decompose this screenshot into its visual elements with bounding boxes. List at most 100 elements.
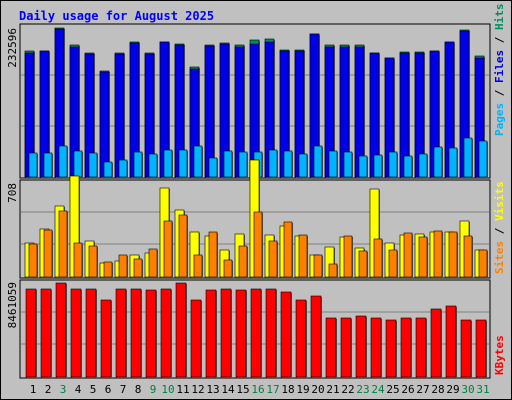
bar-sites-day-22	[343, 235, 353, 278]
bar-sites-day-19	[298, 234, 308, 278]
x-axis-day-label: 13	[206, 383, 219, 396]
bar-kbytes-day-8	[130, 288, 142, 378]
x-axis-day-label: 24	[371, 383, 385, 396]
bar-pages-day-5	[88, 152, 98, 178]
bars-kbytes	[25, 282, 487, 378]
bar-sites-day-29	[448, 231, 458, 278]
x-axis-day-label: 27	[416, 383, 429, 396]
bar-kbytes-day-7	[115, 288, 127, 378]
bar-kbytes-day-3	[55, 282, 67, 378]
bar-sites-day-13	[208, 231, 218, 278]
bar-sites-day-10	[163, 220, 173, 278]
bar-sites-day-7	[118, 254, 128, 278]
bar-kbytes-day-11	[175, 282, 187, 378]
bar-pages-day-19	[298, 153, 308, 178]
bar-sites-day-3	[58, 210, 68, 278]
bars-visits-sites	[24, 159, 488, 278]
bar-sites-day-11	[178, 214, 188, 278]
bar-sites-day-24	[373, 238, 383, 278]
bar-kbytes-day-6	[100, 299, 112, 378]
bar-kbytes-day-22	[340, 317, 352, 378]
bar-kbytes-day-26	[400, 317, 412, 378]
legend-files: Files	[493, 50, 506, 83]
x-axis-day-label: 6	[105, 383, 112, 396]
legend-pages: Pages	[493, 103, 506, 136]
bar-pages-day-13	[208, 157, 218, 178]
bar-kbytes-day-20	[310, 295, 322, 378]
bar-pages-day-30	[463, 137, 473, 178]
bar-pages-day-8	[133, 151, 143, 178]
bar-sites-day-23	[358, 250, 368, 278]
x-axis-day-label: 19	[296, 383, 309, 396]
x-axis-day-label: 18	[281, 383, 294, 396]
bar-kbytes-day-12	[190, 299, 202, 378]
bar-pages-day-15	[238, 151, 248, 178]
bar-sites-day-26	[403, 232, 413, 278]
y-axis-max-label-visits: 708	[6, 183, 19, 203]
legend-visits: Visits	[493, 181, 506, 221]
legend-sep-3: /	[493, 221, 506, 241]
bar-pages-day-4	[73, 150, 83, 178]
bar-sites-day-15	[238, 245, 248, 278]
x-axis-day-label: 23	[356, 383, 369, 396]
bar-kbytes-day-27	[415, 317, 427, 378]
bar-pages-day-1	[28, 152, 38, 178]
x-axis-day-label: 2	[45, 383, 52, 396]
x-axis-day-label: 26	[401, 383, 414, 396]
x-axis-day-label: 4	[75, 383, 82, 396]
y-axis-max-label-hits: 232596	[6, 28, 19, 68]
x-axis-day-label: 20	[311, 383, 324, 396]
x-axis-day-label: 22	[341, 383, 354, 396]
bar-kbytes-day-13	[205, 289, 217, 378]
bar-kbytes-day-31	[475, 319, 487, 378]
legend-sep-1: /	[493, 83, 506, 103]
bar-pages-day-27	[418, 153, 428, 178]
x-axis-day-label: 11	[176, 383, 189, 396]
legend-sites: Sites	[493, 241, 506, 274]
bar-kbytes-day-30	[460, 319, 472, 378]
bar-sites-day-20	[313, 254, 323, 278]
bar-sites-day-12	[193, 254, 203, 278]
bar-pages-day-31	[478, 140, 488, 178]
bar-sites-day-6	[103, 261, 113, 278]
bar-kbytes-day-16	[250, 288, 262, 378]
bar-pages-day-10	[163, 149, 173, 178]
bar-sites-day-28	[433, 230, 443, 278]
bar-pages-day-26	[403, 155, 413, 178]
bar-sites-day-1	[28, 243, 38, 278]
bar-kbytes-day-29	[445, 305, 457, 378]
bar-pages-day-21	[328, 150, 338, 178]
bar-pages-day-18	[283, 150, 293, 178]
bar-kbytes-day-19	[295, 299, 307, 378]
x-axis-day-label: 31	[476, 383, 489, 396]
x-axis-day-label: 10	[161, 383, 174, 396]
bar-kbytes-day-9	[145, 289, 157, 378]
bar-pages-day-23	[358, 155, 368, 178]
bar-pages-day-22	[343, 151, 353, 178]
bar-pages-day-9	[148, 153, 158, 178]
x-axis-day-label: 3	[60, 383, 67, 396]
bar-sites-day-30	[463, 235, 473, 278]
bar-sites-day-16	[253, 211, 263, 278]
bar-sites-day-8	[133, 258, 143, 278]
legend-hits: Hits	[493, 4, 506, 31]
x-axis-day-labels: 1 2 3 4 5 6 7 8 9 10 11 12 13 14 15 16 17 18 19 20 21 22 23 24 2…	[30, 383, 490, 396]
x-axis-day-label: 12	[191, 383, 204, 396]
bar-pages-day-24	[373, 154, 383, 178]
bar-sites-day-25	[388, 249, 398, 278]
chart-title: Daily usage for August 2025	[19, 9, 214, 23]
bar-sites-day-5	[88, 245, 98, 278]
legend-hits-files-pages: Pages / Files / Hits	[493, 4, 506, 137]
bar-sites-day-18	[283, 221, 293, 278]
x-axis-day-label: 21	[326, 383, 339, 396]
bar-pages-day-25	[388, 151, 398, 178]
bar-pages-day-14	[223, 150, 233, 178]
bar-files-day-6	[99, 71, 110, 178]
bar-files-day-13	[204, 45, 215, 178]
bar-kbytes-day-1	[25, 288, 37, 378]
x-axis-day-label: 28	[431, 383, 444, 396]
bar-kbytes-day-24	[370, 317, 382, 378]
bar-sites-day-9	[148, 248, 158, 278]
bar-kbytes-day-21	[325, 317, 337, 378]
